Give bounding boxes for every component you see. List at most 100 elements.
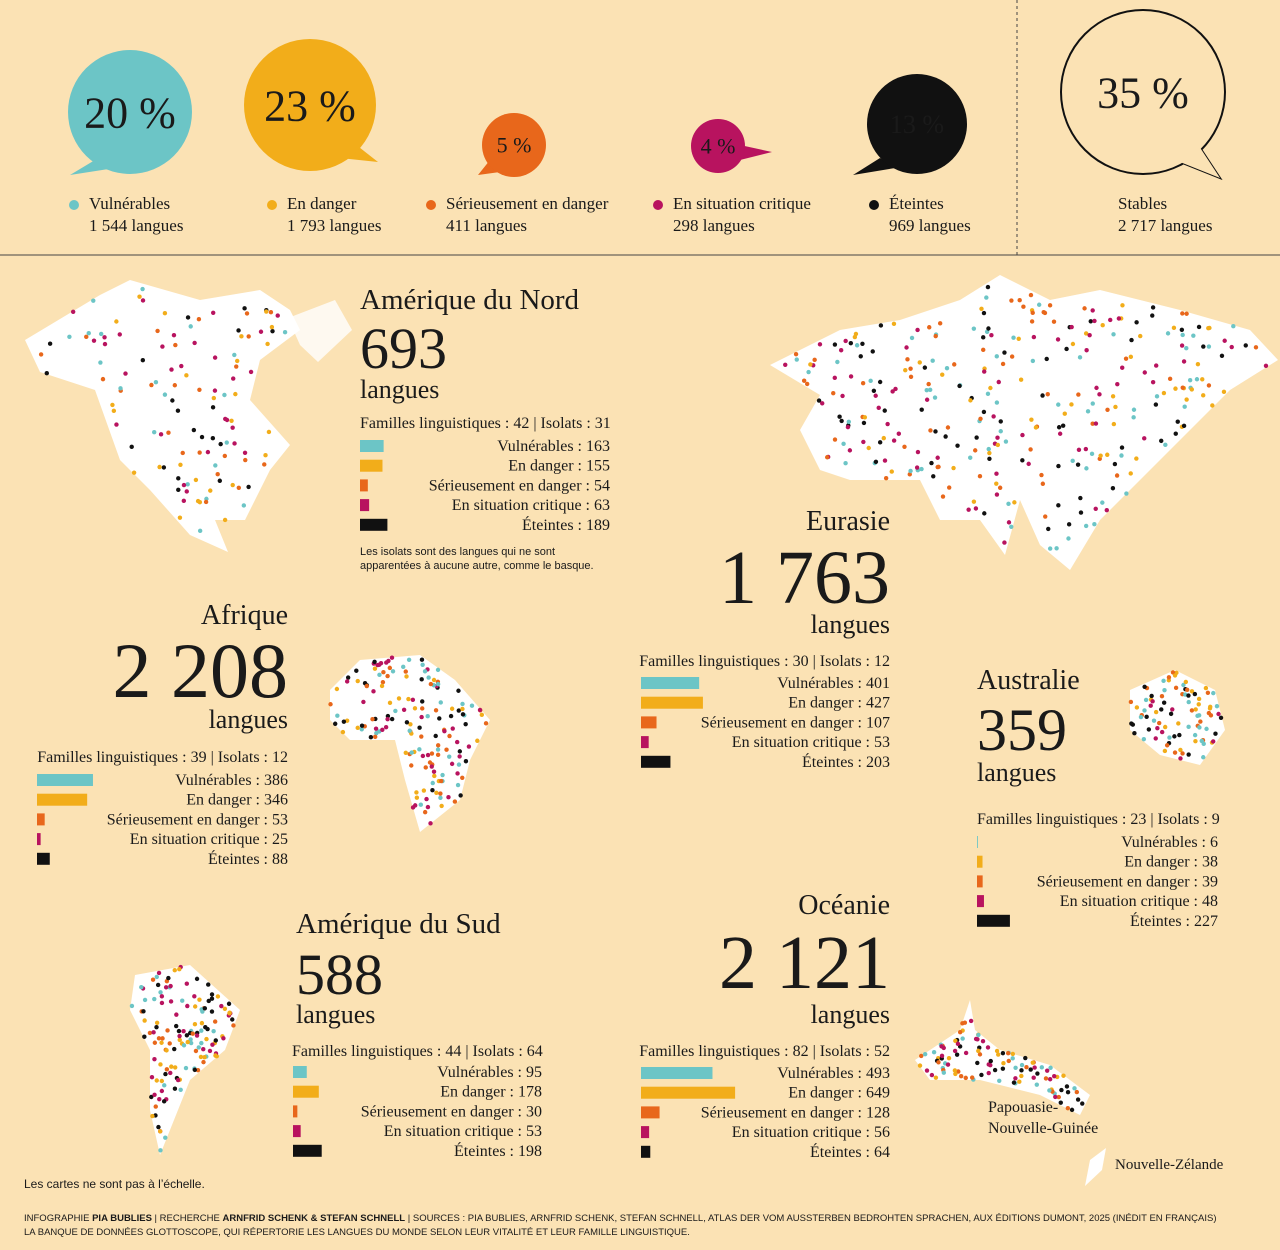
map-dot <box>846 419 852 424</box>
map-dot <box>192 1022 198 1027</box>
map-dot <box>992 1067 998 1073</box>
region-name: Australie <box>977 665 1080 696</box>
map-dot <box>86 330 91 336</box>
map-dot <box>1053 1094 1058 1100</box>
map-dot <box>384 660 389 665</box>
map-dot <box>1009 524 1014 529</box>
map-dot <box>222 517 228 523</box>
map-dot <box>230 425 235 430</box>
percent: 23 % <box>264 81 356 130</box>
map-dot <box>987 456 992 461</box>
map-dot <box>172 1086 178 1091</box>
map-dot <box>184 981 190 986</box>
map-dot <box>123 371 128 376</box>
map-dot <box>1134 705 1140 710</box>
map-dot <box>870 349 875 354</box>
map-dot <box>168 999 174 1004</box>
map-dot <box>1207 325 1212 331</box>
bar-label: En danger : 38 <box>1124 854 1218 871</box>
map-dot <box>904 345 909 350</box>
note: apparentées à aucune autre, comme le bas… <box>360 560 594 572</box>
map-dot <box>373 726 379 731</box>
bar <box>37 813 45 826</box>
bar <box>641 716 657 729</box>
bar-label: En situation critique : 56 <box>732 1124 890 1141</box>
map-dot <box>420 753 426 759</box>
map-dot <box>213 1038 218 1043</box>
map-dot <box>431 677 437 683</box>
bar-label: Éteintes : 227 <box>1130 911 1218 930</box>
map-dot <box>211 1028 216 1034</box>
map-dot <box>996 379 1001 385</box>
map-dot <box>1213 731 1218 736</box>
map-dot <box>1162 687 1167 693</box>
map-dot <box>1092 522 1097 527</box>
map-dot <box>1205 690 1211 695</box>
map-dot <box>84 334 89 340</box>
map-dot <box>1056 402 1061 407</box>
map-dot <box>328 702 333 707</box>
map-dot <box>817 342 823 347</box>
map-dot <box>905 357 910 362</box>
map-dot <box>359 727 364 732</box>
map-dot <box>444 747 449 752</box>
region-name: Océanie <box>798 890 890 921</box>
map-dot <box>221 1036 226 1041</box>
map-dot <box>1064 346 1069 352</box>
map-dot <box>1029 417 1034 422</box>
map-dot <box>404 720 410 725</box>
map-dot <box>1185 687 1190 693</box>
map-dot <box>475 738 480 743</box>
map-dot <box>917 360 922 365</box>
map-oceania <box>915 1000 1090 1115</box>
map-dot <box>1005 1050 1011 1056</box>
map-dot <box>248 369 254 375</box>
region-total: 588 <box>296 942 383 1007</box>
map-dot <box>199 1028 204 1033</box>
map-dot <box>140 286 145 292</box>
map-dot <box>152 429 157 435</box>
map-dot <box>1069 1107 1075 1113</box>
map-dot <box>404 674 409 679</box>
map-dot <box>413 803 418 808</box>
map-dot <box>979 306 984 311</box>
map-dot <box>452 799 458 804</box>
bar <box>37 774 93 786</box>
map-dot <box>171 332 177 338</box>
map-dot <box>162 392 168 397</box>
bar-label: Éteintes : 203 <box>802 752 890 771</box>
map-dot <box>1031 1075 1036 1080</box>
map-dot <box>114 319 119 324</box>
percent: 20 % <box>84 88 176 137</box>
map-dot <box>156 1124 161 1130</box>
bar <box>641 755 671 768</box>
map-dot <box>1170 707 1175 712</box>
map-dot <box>98 331 104 337</box>
map-dot <box>265 341 270 347</box>
map-dot <box>1189 708 1195 713</box>
map-dot <box>161 465 167 470</box>
map-dot <box>180 998 185 1003</box>
map-dot <box>193 477 199 483</box>
map-dot <box>219 1003 224 1009</box>
map-dot <box>1196 696 1202 702</box>
map-dot <box>1189 387 1195 392</box>
map-dot <box>1011 1080 1017 1085</box>
map-dot <box>1171 325 1177 331</box>
map-dot <box>890 389 895 394</box>
map-label: Nouvelle-Zélande <box>1115 1157 1224 1173</box>
map-dot <box>1186 752 1191 757</box>
map-dot <box>1048 1065 1053 1070</box>
map-dot <box>962 1020 968 1025</box>
map-dot <box>977 474 983 479</box>
map-dot <box>218 441 223 447</box>
map-dot <box>181 1029 186 1034</box>
map-dot <box>203 499 209 505</box>
map-dot <box>194 976 200 982</box>
map-dot <box>137 294 142 299</box>
map-dot <box>969 1075 975 1080</box>
bar-label: Éteintes : 64 <box>810 1142 890 1161</box>
map-dot <box>454 739 460 745</box>
map-dot <box>147 1030 153 1036</box>
